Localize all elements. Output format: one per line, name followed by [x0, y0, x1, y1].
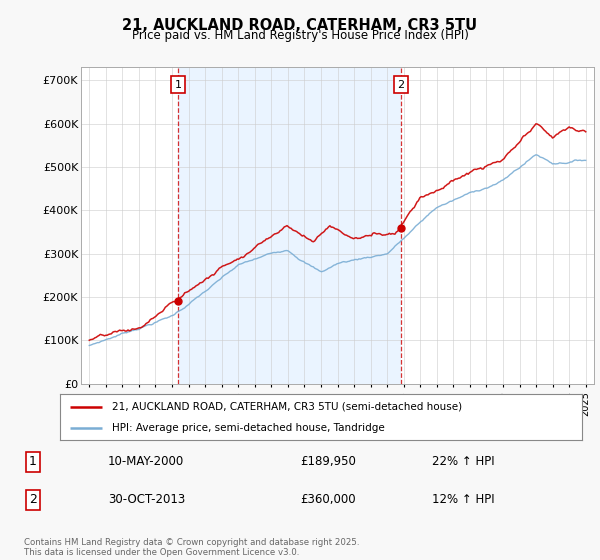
Text: 21, AUCKLAND ROAD, CATERHAM, CR3 5TU: 21, AUCKLAND ROAD, CATERHAM, CR3 5TU [122, 18, 478, 33]
Text: 10-MAY-2000: 10-MAY-2000 [108, 455, 184, 468]
Text: HPI: Average price, semi-detached house, Tandridge: HPI: Average price, semi-detached house,… [112, 423, 385, 433]
Bar [178, 67, 401, 384]
Text: £360,000: £360,000 [300, 493, 356, 506]
Text: 21, AUCKLAND ROAD, CATERHAM, CR3 5TU (semi-detached house): 21, AUCKLAND ROAD, CATERHAM, CR3 5TU (se… [112, 402, 463, 412]
Text: 2: 2 [29, 493, 37, 506]
Text: 2: 2 [397, 80, 404, 90]
Text: 30-OCT-2013: 30-OCT-2013 [108, 493, 185, 506]
Text: 1: 1 [175, 80, 181, 90]
Text: £189,950: £189,950 [300, 455, 356, 468]
Text: 12% ↑ HPI: 12% ↑ HPI [432, 493, 494, 506]
Text: 22% ↑ HPI: 22% ↑ HPI [432, 455, 494, 468]
Text: 1: 1 [29, 455, 37, 468]
Text: Price paid vs. HM Land Registry's House Price Index (HPI): Price paid vs. HM Land Registry's House … [131, 29, 469, 42]
Text: Contains HM Land Registry data © Crown copyright and database right 2025.
This d: Contains HM Land Registry data © Crown c… [24, 538, 359, 557]
